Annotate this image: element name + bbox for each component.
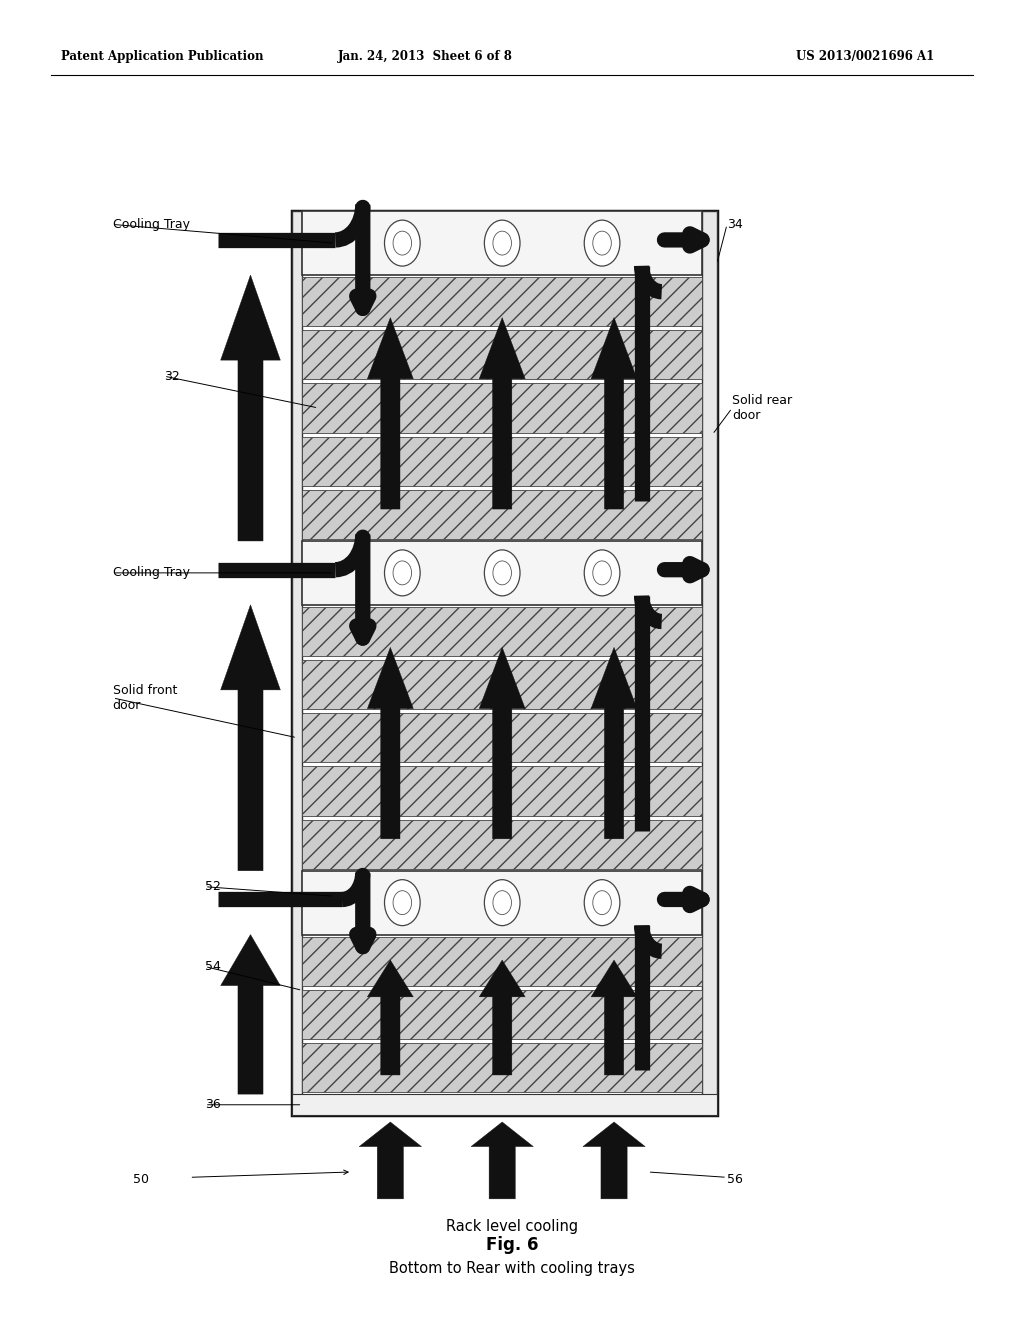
Text: Cooling Tray: Cooling Tray (113, 566, 189, 579)
Circle shape (493, 231, 511, 255)
Circle shape (484, 879, 520, 925)
Bar (302, 541, 701, 605)
Text: Fig. 6: Fig. 6 (485, 1236, 539, 1254)
Text: Bottom to Rear with cooling trays: Bottom to Rear with cooling trays (389, 1261, 635, 1276)
Polygon shape (479, 647, 525, 838)
Polygon shape (591, 318, 637, 510)
Circle shape (593, 891, 611, 915)
Circle shape (585, 879, 620, 925)
Circle shape (593, 561, 611, 585)
Bar (302, 820, 701, 869)
Text: 34: 34 (727, 218, 742, 231)
Polygon shape (220, 275, 281, 541)
Bar (302, 767, 701, 816)
Bar (302, 211, 701, 275)
Circle shape (493, 891, 511, 915)
Bar (302, 1043, 701, 1092)
Circle shape (484, 220, 520, 267)
Bar (701, 211, 717, 1115)
Text: 54: 54 (205, 960, 221, 973)
Text: Solid rear
door: Solid rear door (732, 393, 793, 422)
Bar (302, 490, 701, 539)
Circle shape (384, 550, 420, 595)
Circle shape (393, 231, 412, 255)
Polygon shape (591, 960, 637, 1074)
Text: 36: 36 (205, 1098, 220, 1111)
Polygon shape (368, 318, 414, 510)
Circle shape (484, 550, 520, 595)
Circle shape (585, 550, 620, 595)
Polygon shape (359, 1122, 422, 1199)
Polygon shape (471, 1122, 534, 1199)
Text: 56: 56 (727, 1173, 743, 1187)
Bar (302, 437, 701, 486)
Text: 50: 50 (133, 1173, 150, 1187)
Bar (302, 937, 701, 986)
Circle shape (493, 561, 511, 585)
Text: Rack level cooling: Rack level cooling (445, 1218, 579, 1234)
Polygon shape (368, 647, 414, 838)
Text: Cooling Tray: Cooling Tray (113, 218, 189, 231)
Bar (302, 660, 701, 709)
Bar (302, 607, 701, 656)
Bar (292, 211, 717, 1115)
Polygon shape (583, 1122, 645, 1199)
Polygon shape (479, 318, 525, 510)
Bar (292, 211, 302, 1115)
Bar (302, 330, 701, 379)
Polygon shape (591, 647, 637, 838)
Circle shape (384, 879, 420, 925)
Circle shape (393, 561, 412, 585)
Polygon shape (368, 960, 414, 1074)
Bar (302, 277, 701, 326)
Circle shape (384, 220, 420, 267)
Polygon shape (220, 605, 281, 871)
Polygon shape (479, 960, 525, 1074)
Text: Patent Application Publication: Patent Application Publication (61, 50, 264, 63)
Text: Jan. 24, 2013  Sheet 6 of 8: Jan. 24, 2013 Sheet 6 of 8 (338, 50, 512, 63)
Bar (302, 990, 701, 1039)
Text: 32: 32 (164, 370, 179, 383)
Circle shape (585, 220, 620, 267)
Bar (292, 1094, 717, 1115)
Bar (302, 713, 701, 763)
Circle shape (393, 891, 412, 915)
Polygon shape (220, 935, 281, 1094)
Text: 52: 52 (205, 880, 221, 894)
Circle shape (593, 231, 611, 255)
Bar (302, 871, 701, 935)
Bar (302, 383, 701, 433)
Text: US 2013/0021696 A1: US 2013/0021696 A1 (796, 50, 935, 63)
Text: Solid front
door: Solid front door (113, 684, 177, 711)
